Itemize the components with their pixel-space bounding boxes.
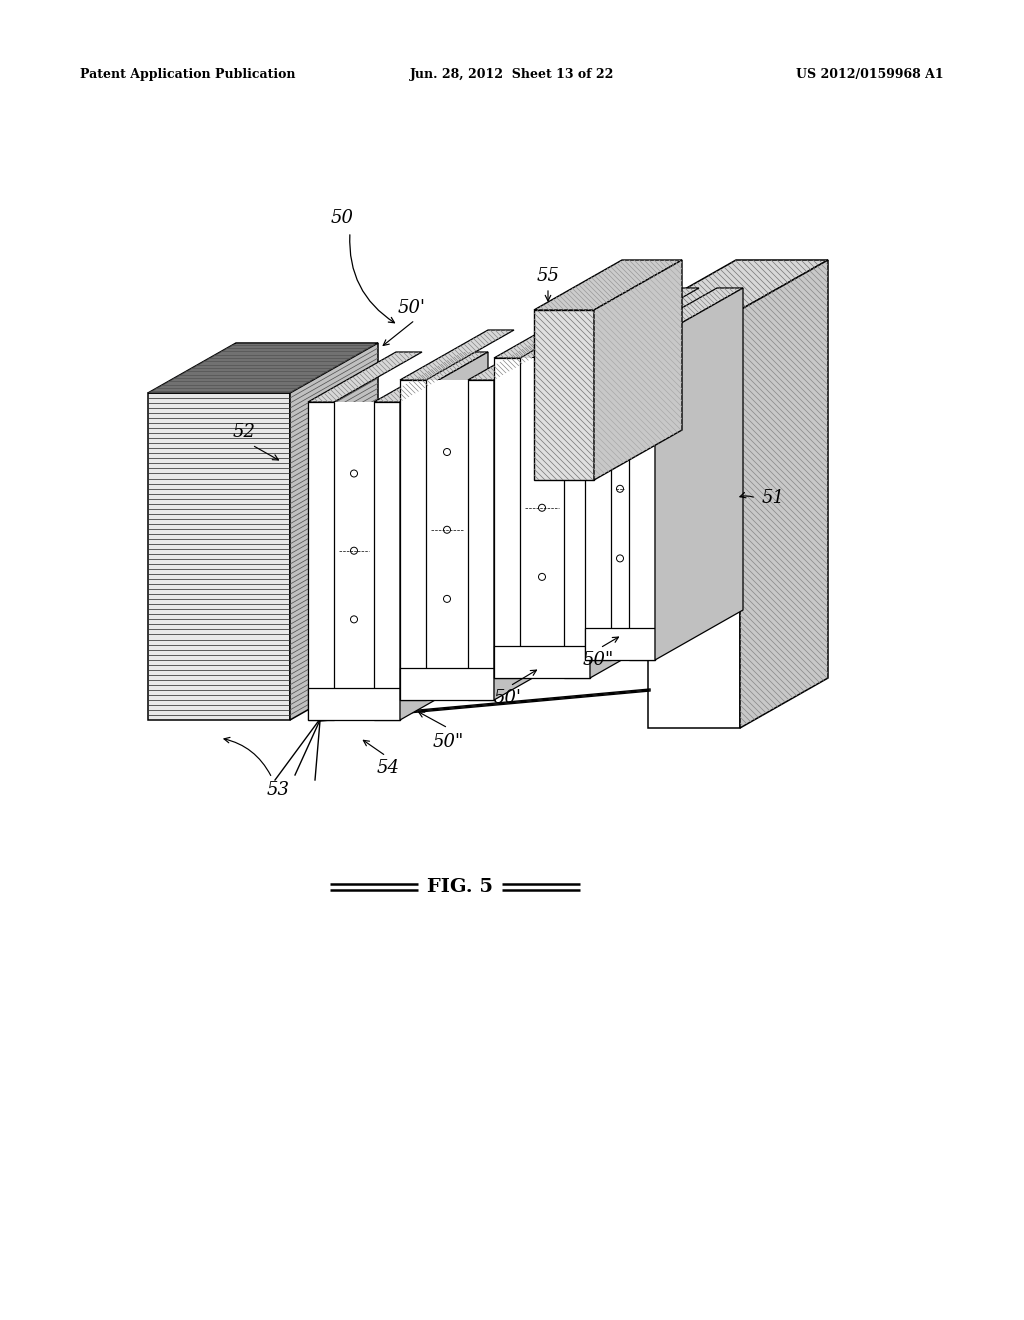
Polygon shape	[585, 288, 699, 338]
Text: 53: 53	[266, 781, 290, 799]
Polygon shape	[374, 352, 488, 403]
Polygon shape	[585, 338, 611, 660]
Polygon shape	[534, 310, 594, 480]
Polygon shape	[400, 352, 488, 719]
Polygon shape	[520, 358, 564, 645]
Polygon shape	[740, 260, 828, 729]
Text: 50': 50'	[398, 300, 426, 317]
Polygon shape	[534, 310, 594, 480]
Polygon shape	[655, 288, 743, 660]
Polygon shape	[611, 338, 629, 628]
Polygon shape	[534, 260, 682, 310]
Polygon shape	[494, 330, 582, 700]
Polygon shape	[585, 288, 699, 338]
Polygon shape	[648, 310, 740, 729]
Polygon shape	[740, 260, 828, 729]
Text: 50': 50'	[494, 689, 522, 708]
Text: Jun. 28, 2012  Sheet 13 of 22: Jun. 28, 2012 Sheet 13 of 22	[410, 69, 614, 81]
Polygon shape	[564, 358, 590, 678]
Polygon shape	[148, 393, 290, 719]
Text: US 2012/0159968 A1: US 2012/0159968 A1	[797, 69, 944, 81]
Polygon shape	[494, 645, 590, 678]
Text: 50: 50	[331, 209, 353, 227]
Text: 52: 52	[232, 422, 256, 441]
Polygon shape	[400, 330, 514, 380]
Polygon shape	[468, 380, 494, 700]
Text: 50": 50"	[583, 651, 613, 669]
Polygon shape	[494, 308, 608, 358]
Polygon shape	[468, 330, 582, 380]
Polygon shape	[308, 688, 400, 719]
Polygon shape	[594, 260, 682, 480]
Polygon shape	[494, 308, 608, 358]
Polygon shape	[308, 352, 422, 403]
Polygon shape	[629, 288, 743, 338]
Polygon shape	[648, 260, 828, 310]
Polygon shape	[494, 358, 520, 678]
Polygon shape	[308, 352, 422, 403]
Text: 51: 51	[762, 488, 785, 507]
Polygon shape	[468, 330, 582, 380]
Polygon shape	[564, 308, 678, 358]
Polygon shape	[374, 403, 400, 719]
Text: 55: 55	[537, 267, 559, 285]
Polygon shape	[334, 403, 374, 688]
Text: Patent Application Publication: Patent Application Publication	[80, 69, 296, 81]
Polygon shape	[400, 380, 426, 700]
Polygon shape	[308, 403, 334, 719]
Polygon shape	[290, 343, 378, 719]
Polygon shape	[374, 352, 488, 403]
Polygon shape	[400, 668, 494, 700]
Polygon shape	[648, 260, 828, 310]
Polygon shape	[629, 338, 655, 660]
Text: 50": 50"	[432, 733, 464, 751]
Polygon shape	[585, 628, 655, 660]
Polygon shape	[594, 260, 682, 480]
Polygon shape	[148, 343, 378, 393]
Polygon shape	[426, 380, 468, 668]
Polygon shape	[148, 393, 290, 719]
Polygon shape	[564, 308, 678, 358]
Polygon shape	[290, 343, 378, 719]
Polygon shape	[590, 308, 678, 678]
Polygon shape	[534, 260, 682, 310]
Polygon shape	[629, 288, 743, 338]
Text: 54: 54	[377, 759, 399, 777]
Text: FIG. 5: FIG. 5	[427, 878, 493, 896]
Polygon shape	[148, 343, 378, 393]
Polygon shape	[400, 330, 514, 380]
